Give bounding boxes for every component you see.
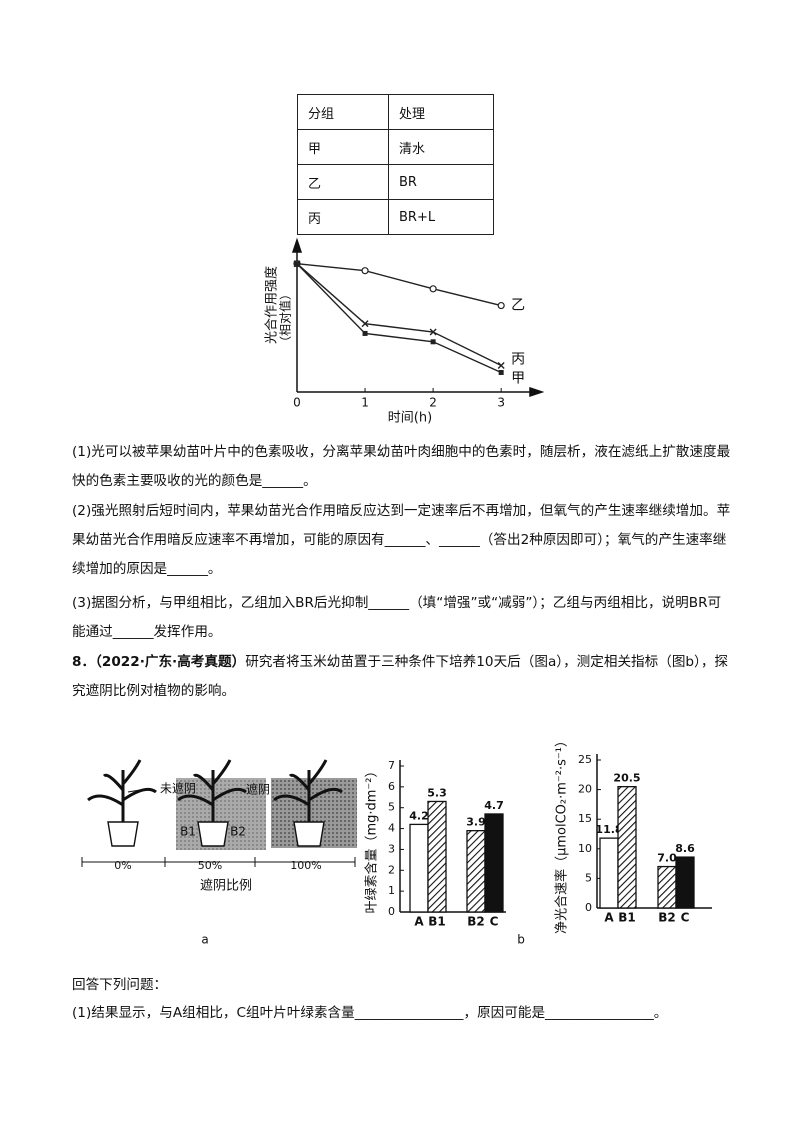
bar xyxy=(675,856,695,909)
y-tick-label: 5 xyxy=(388,801,395,814)
line-series xyxy=(296,263,502,374)
y-tick-label: 0 xyxy=(585,901,592,914)
marker xyxy=(429,285,437,293)
marker xyxy=(497,362,505,369)
value-label: 4.2 xyxy=(409,809,429,822)
question-text: 研究者将玉米幼苗置于三种条件下培养10天后（图a），测定相关指标（图b），探究遮… xyxy=(72,654,729,699)
x-tick-label: 0 xyxy=(293,396,301,410)
value-label: 8.6 xyxy=(675,842,695,855)
question-number: 8． xyxy=(72,654,96,670)
prompt: 回答下列问题： xyxy=(72,977,168,993)
y-tick-label: 25 xyxy=(578,753,592,766)
y-tick-label: 10 xyxy=(578,842,592,855)
marker xyxy=(498,369,504,375)
table-cell: BR xyxy=(388,164,494,200)
y-tick-label: 3 xyxy=(388,842,395,855)
table-header: 处理 xyxy=(388,94,494,130)
annotation: 未遮阴 xyxy=(160,781,196,796)
figure-label: b xyxy=(517,933,525,947)
table-cell: 清水 xyxy=(388,129,494,165)
marker xyxy=(361,267,369,275)
x-tick-label: B2 xyxy=(658,911,676,925)
bar xyxy=(466,830,486,913)
question-source: （2022·广东·高考真题） xyxy=(95,654,246,670)
plant-label: B1 xyxy=(180,825,196,839)
marker xyxy=(362,330,368,336)
axis-label: 遮阴比例 xyxy=(200,878,252,894)
y-tick-label: 20 xyxy=(578,783,592,796)
value-label: 11.8 xyxy=(595,823,622,836)
bar xyxy=(657,865,677,909)
marker xyxy=(361,320,369,328)
annotation: 遮阴 xyxy=(246,782,270,797)
plant-label: B2 xyxy=(230,825,246,839)
x-tick-label: 1 xyxy=(361,396,369,410)
x-tick-label: C xyxy=(490,915,499,929)
y-tick-label: 2 xyxy=(388,863,395,876)
x-tick-label: A xyxy=(414,915,424,929)
y-tick-label: 5 xyxy=(585,871,592,884)
series-label: 甲 xyxy=(511,370,525,386)
bar xyxy=(484,813,504,913)
marker xyxy=(497,301,505,310)
y-axis-label: 净光合速率（μmolCO₂·m⁻²·s⁻¹） xyxy=(554,734,570,934)
x-tick-label: B2 xyxy=(467,915,485,929)
y-axis-label: 光合作用强度 xyxy=(264,266,280,344)
value-label: 5.3 xyxy=(427,786,447,799)
figure-label: a xyxy=(201,933,208,947)
question: (1)光可以被苹果幼苗叶片中的色素吸收，分离苹果幼苗叶肉细胞中的色素时，随层析，… xyxy=(72,444,731,489)
y-tick-label: 6 xyxy=(388,780,395,793)
y-tick-label: 4 xyxy=(388,822,395,835)
line-series xyxy=(296,263,502,367)
question-8: 8．（2022·广东·高考真题）研究者将玉米幼苗置于三种条件下培养10天后（图a… xyxy=(72,648,732,706)
marker xyxy=(430,339,436,345)
ratio-label: 0% xyxy=(114,859,131,872)
marker xyxy=(429,328,437,336)
y-axis-label: （相对值） xyxy=(278,288,293,348)
y-tick-label: 0 xyxy=(388,905,395,918)
x-tick-label: B1 xyxy=(428,915,446,929)
ratio-label: 50% xyxy=(198,859,222,872)
group-table: 分组 处理 甲清水 乙 BR 丙 BR+L xyxy=(297,94,494,235)
y-tick-label: 1 xyxy=(388,884,395,897)
table-cell: 丙 xyxy=(297,199,389,235)
question: (1)结果显示，与A组相比，C组叶片叶绿素含量________________，… xyxy=(72,1005,668,1021)
y-axis-label: 叶绿素含量（mg·dm⁻²） xyxy=(364,764,380,913)
y-tick-label: 7 xyxy=(388,759,395,772)
bar xyxy=(617,785,637,909)
shade-illustration xyxy=(176,778,357,850)
value-label: 4.7 xyxy=(484,799,504,812)
line-axes xyxy=(291,237,545,398)
plants xyxy=(81,759,356,867)
question: (2)强光照射后短时间内，苹果幼苗光合作用暗反应达到一定速率后不再增加，但氧气的… xyxy=(72,503,731,577)
x-tick-label: C xyxy=(681,911,690,925)
bar xyxy=(427,800,447,913)
marker xyxy=(294,261,300,267)
series-label: 丙 xyxy=(511,352,525,368)
table-cell: BR+L xyxy=(388,199,494,235)
value-label: 20.5 xyxy=(613,772,640,785)
x-tick-label: 3 xyxy=(497,396,505,410)
bar xyxy=(409,823,429,913)
line-series xyxy=(296,263,502,307)
question: (3)据图分析，与甲组相比，乙组加入BR后光抑制______（填“增强”或“减弱… xyxy=(72,595,722,640)
ratio-label: 100% xyxy=(290,859,321,872)
x-tick-label: 2 xyxy=(429,396,437,410)
bar xyxy=(599,837,619,909)
table-header: 分组 xyxy=(297,94,389,130)
x-tick-label: A xyxy=(604,911,614,925)
value-label: 7.0 xyxy=(657,852,677,865)
y-tick-label: 15 xyxy=(578,812,592,825)
series-label: 乙 xyxy=(511,298,525,314)
x-tick-label: B1 xyxy=(618,911,636,925)
x-axis-label: 时间(h) xyxy=(388,411,432,426)
value-label: 3.9 xyxy=(466,816,486,829)
